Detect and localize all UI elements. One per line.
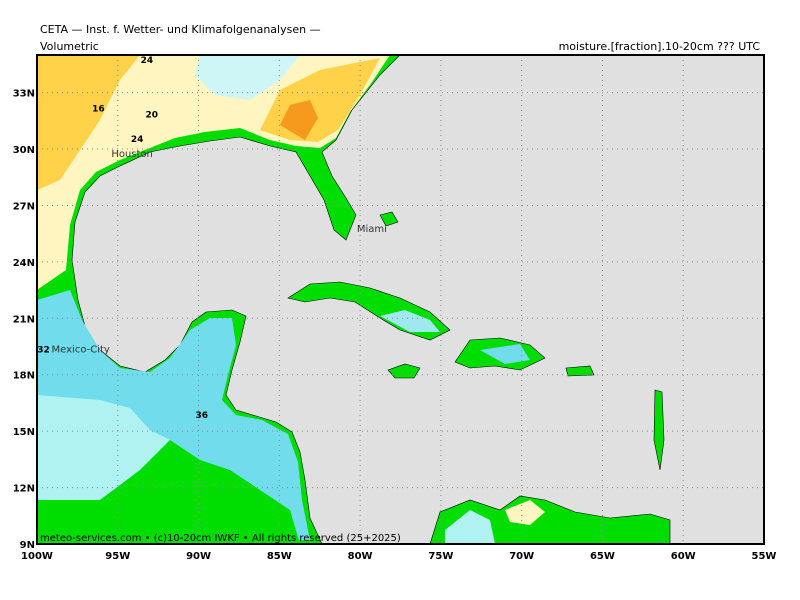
antilles (653, 389, 665, 471)
coast-band (37, 440, 300, 544)
sa-wet (445, 510, 495, 544)
lon-tick-label: 100W (21, 551, 53, 562)
lon-tick-label: 70W (509, 551, 534, 562)
lon-tick-label: 55W (752, 551, 777, 562)
header-title: CETA — Inst. f. Wetter- und Klimafolgena… (40, 23, 321, 36)
lat-tick-label: 18N (13, 371, 35, 382)
lon-tick-label: 90W (186, 551, 211, 562)
wet-zone (195, 55, 300, 100)
cuba-wet (380, 310, 440, 332)
lon-tick-label: 65W (590, 551, 615, 562)
driest-zone (280, 100, 318, 140)
contour-label: 24 (131, 135, 144, 145)
contour-label: 16 (92, 105, 105, 115)
land (36, 54, 671, 545)
lat-tick-label: 33N (13, 89, 35, 100)
bahamas (379, 211, 399, 227)
contour-label: 24 (141, 56, 154, 66)
sa-dry (505, 500, 545, 525)
lat-tick-label: 24N (13, 258, 35, 269)
lon-tick-label: 75W (428, 551, 453, 562)
lon-tick-label: 80W (348, 551, 373, 562)
lat-tick-label: 15N (13, 427, 35, 438)
city-label: Mexico-City (52, 344, 110, 355)
contour-label: 20 (145, 110, 158, 120)
header-right: moisture.[fraction].10-20cm ??? UTC (559, 40, 761, 53)
lat-tick-label: 12N (13, 484, 35, 495)
drier-zone (37, 55, 140, 190)
map-frame (36, 54, 765, 545)
footer: meteo-services.com • (c)10-20cm IWKF • A… (40, 533, 401, 544)
lat-tick-label: 27N (13, 201, 35, 212)
lat-tick-label: 21N (13, 314, 35, 325)
lat-tick-label: 9N (20, 540, 35, 551)
lon-tick-label: 85W (267, 551, 292, 562)
lon-tick-label: 60W (671, 551, 696, 562)
city-label: Houston (111, 149, 153, 160)
wet-zone (37, 395, 170, 500)
header-left: Volumetric (40, 40, 99, 53)
contour-label: 32 (37, 345, 50, 355)
contour-label: 36 (196, 411, 209, 421)
lat-tick-label: 30N (13, 145, 35, 156)
hispaniola-wet (480, 344, 530, 364)
city-label: Miami (357, 224, 387, 235)
lon-tick-label: 95W (105, 551, 130, 562)
puerto-rico (565, 365, 595, 377)
